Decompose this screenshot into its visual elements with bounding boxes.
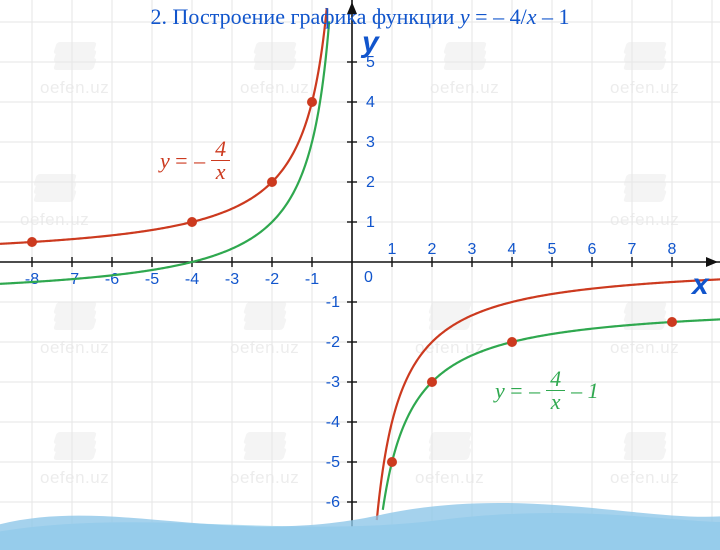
equation-green: y = – 4 x – 1 — [495, 368, 599, 413]
plot-svg: -8-7-6-5-4-3-2-11234567812345-1-2-3-4-5-… — [0, 0, 720, 540]
svg-text:3: 3 — [468, 241, 477, 258]
svg-text:5: 5 — [548, 241, 557, 258]
svg-text:-2: -2 — [326, 334, 340, 351]
x-axis-label: x — [692, 268, 709, 302]
eq-green-tail: – 1 — [571, 378, 599, 404]
svg-text:-3: -3 — [225, 271, 239, 288]
svg-text:-3: -3 — [326, 374, 340, 391]
grid — [0, 0, 720, 540]
eq-green-frac: 4 x — [546, 368, 565, 413]
svg-text:-4: -4 — [185, 271, 199, 288]
chart-title: 2. Построение графика функции y = – 4/x … — [0, 4, 720, 30]
svg-text:-5: -5 — [145, 271, 159, 288]
title-mid: = – 4/ — [470, 4, 527, 29]
eq-green-eq: = – — [509, 378, 540, 404]
chart-container: oefen.uz oefen.uz oefen.uz oefen.uz oefe… — [0, 0, 720, 540]
title-x: x — [527, 4, 537, 29]
svg-text:4: 4 — [366, 94, 375, 111]
curve-green — [0, 21, 720, 509]
eq-red-frac: 4 x — [211, 138, 230, 183]
svg-text:4: 4 — [508, 241, 517, 258]
svg-text:-6: -6 — [105, 271, 119, 288]
svg-text:2: 2 — [366, 174, 375, 191]
eq-red-den: x — [212, 161, 230, 183]
svg-text:-1: -1 — [305, 271, 319, 288]
ticks: -8-7-6-5-4-3-2-11234567812345-1-2-3-4-5-… — [25, 54, 677, 511]
svg-text:8: 8 — [668, 241, 677, 258]
title-y: y — [460, 4, 470, 29]
axes — [0, 0, 720, 540]
title-end: – 1 — [536, 4, 569, 29]
svg-text:-8: -8 — [25, 271, 39, 288]
eq-green-den: x — [547, 391, 565, 413]
svg-text:-2: -2 — [265, 271, 279, 288]
svg-text:-5: -5 — [326, 454, 340, 471]
eq-red-eq: = – — [174, 148, 205, 174]
svg-text:1: 1 — [388, 241, 397, 258]
svg-text:3: 3 — [366, 134, 375, 151]
svg-text:6: 6 — [588, 241, 597, 258]
svg-text:0: 0 — [364, 269, 373, 286]
eq-green-num: 4 — [546, 368, 565, 391]
equation-red: y = – 4 x — [160, 138, 232, 183]
eq-red-y: y — [160, 148, 170, 174]
title-prefix: 2. Построение графика функции — [151, 4, 460, 29]
svg-text:-4: -4 — [326, 414, 340, 431]
y-axis-label: y — [362, 26, 379, 60]
eq-green-y: y — [495, 378, 505, 404]
svg-text:1: 1 — [366, 214, 375, 231]
eq-red-num: 4 — [211, 138, 230, 161]
svg-text:-1: -1 — [326, 294, 340, 311]
svg-text:7: 7 — [628, 241, 637, 258]
curve-red — [0, 8, 720, 520]
svg-text:2: 2 — [428, 241, 437, 258]
